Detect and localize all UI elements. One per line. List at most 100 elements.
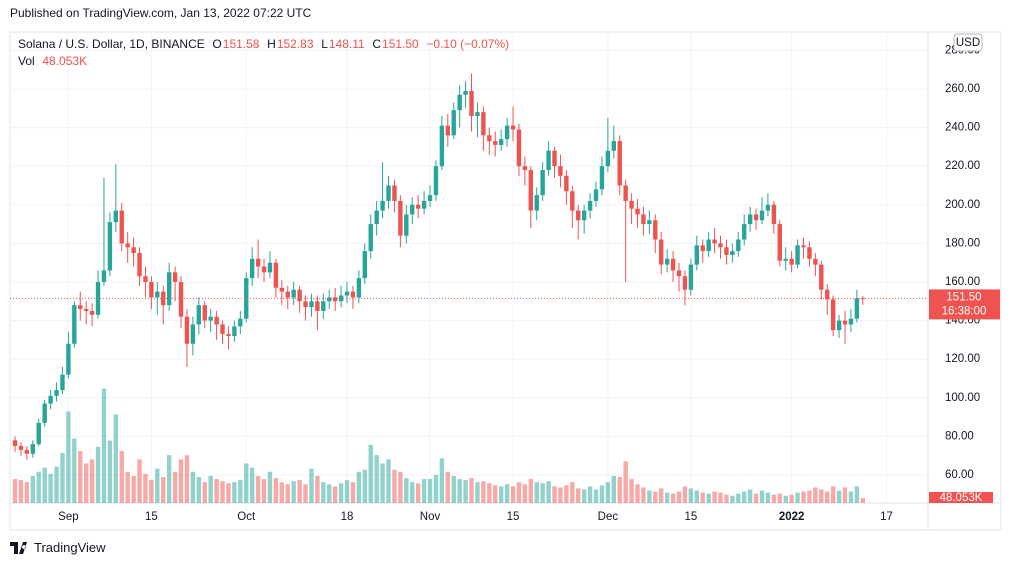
x-tick-label: 2022: [779, 511, 805, 523]
volume-bar: [149, 480, 154, 503]
candle-body: [742, 224, 747, 240]
volume-bar: [605, 482, 611, 503]
candle-body: [445, 125, 451, 136]
candle-body: [327, 297, 332, 302]
volume-bar: [101, 388, 107, 503]
candle-body: [380, 200, 385, 211]
candle-body: [552, 150, 557, 167]
volume-bar: [528, 479, 534, 503]
volume-bar: [42, 467, 47, 503]
volume-bar: [415, 483, 421, 503]
candle-body: [599, 166, 605, 190]
candle-body: [836, 320, 842, 331]
candle-body: [611, 141, 616, 151]
volume-bar: [712, 491, 717, 503]
legend-price-row: Solana / U.S. Dollar, 1D, BINANCE O 151.5…: [18, 36, 510, 53]
volume-bar: [552, 486, 557, 503]
volume-bar: [599, 485, 605, 503]
volume-bar: [433, 474, 439, 503]
candle-body: [78, 305, 83, 310]
volume-bar: [404, 478, 409, 503]
ohlc-letter: H: [267, 37, 276, 51]
candle-body: [493, 141, 498, 145]
candle-body: [285, 291, 290, 298]
brand-name: TradingView: [34, 540, 106, 555]
candle-body: [125, 243, 130, 248]
candle-body: [451, 110, 456, 136]
low-value: 148.11: [328, 37, 365, 51]
candle-body: [54, 390, 59, 396]
volume-bar: [629, 479, 634, 503]
volume-bar: [398, 471, 403, 503]
volume-bar: [261, 479, 267, 503]
grid: [10, 32, 928, 503]
candle-body: [653, 220, 658, 240]
volume-bar: [214, 479, 219, 503]
candle-body: [439, 125, 445, 167]
volume-bar: [682, 486, 688, 503]
ohlc-letter: O: [212, 37, 222, 51]
candle-body: [12, 440, 18, 447]
symbol: Solana / U.S. Dollar, 1D, BINANCE: [18, 37, 205, 51]
candle-body: [226, 334, 231, 337]
y-tick-label: 180.00: [945, 237, 980, 249]
candle-body: [469, 90, 474, 116]
candle-body: [267, 262, 273, 273]
candle-body: [854, 298, 860, 319]
candle-body: [712, 239, 717, 244]
chart-frame: [9, 31, 1002, 531]
volume-bar: [249, 467, 255, 503]
candle-body: [576, 210, 581, 221]
volume-bar: [309, 468, 314, 503]
volume-bar: [463, 480, 468, 503]
candle-body: [321, 301, 326, 311]
candle-body: [119, 210, 124, 244]
candle-body: [641, 214, 646, 225]
volume-bar: [445, 471, 451, 503]
candle-body: [736, 239, 741, 252]
ohlc-letter: L: [321, 37, 328, 51]
candle-body: [825, 289, 830, 300]
candle-body: [718, 243, 723, 248]
volume-bar: [273, 478, 279, 503]
candle-body: [558, 166, 563, 176]
candle-body: [581, 210, 587, 221]
volume-bar: [208, 475, 213, 503]
volume-bar: [285, 484, 290, 503]
volume-bar: [819, 489, 824, 503]
candle-body: [664, 258, 670, 265]
candle-body: [338, 295, 344, 302]
candle-body: [386, 185, 391, 201]
volume-bar: [558, 487, 563, 503]
volume-bar: [255, 475, 261, 503]
candle-body: [765, 204, 771, 211]
candle-body: [433, 166, 439, 196]
volume-bar: [783, 495, 788, 503]
candle-body: [522, 166, 528, 171]
candle-body: [753, 214, 759, 221]
candles: [10, 73, 928, 460]
candle-body: [297, 289, 302, 302]
volume-bar: [72, 438, 77, 503]
volume-bar: [854, 486, 860, 503]
candle-body: [131, 247, 136, 254]
volume-bar: [801, 491, 806, 503]
candle-body: [629, 200, 634, 209]
price-tag: [929, 289, 1000, 320]
candle-body: [214, 316, 219, 325]
volume-bar: [842, 487, 848, 503]
volume-bar: [327, 484, 332, 503]
candle-body: [273, 262, 279, 288]
candle-body: [777, 224, 782, 261]
volume-bar: [161, 477, 166, 503]
close-value: 151.50: [382, 37, 419, 51]
volume-bar: [30, 475, 36, 503]
volume-bar: [724, 494, 729, 503]
countdown: 16:38:00: [942, 305, 987, 317]
volume-bar: [439, 458, 445, 503]
candle-body: [107, 222, 113, 271]
volume-tag-value: 48.053K: [940, 492, 983, 504]
volume-bar: [36, 471, 41, 503]
